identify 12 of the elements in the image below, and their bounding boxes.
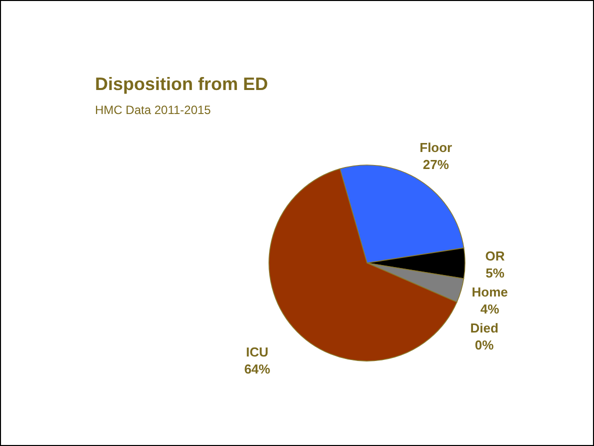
text: 0% — [474, 337, 494, 352]
chart-title: Disposition from ED — [95, 74, 268, 94]
data-label: 5% — [486, 265, 505, 280]
slice-label: OR — [485, 248, 506, 264]
slice-label: Home — [472, 284, 508, 300]
data-label: 64% — [244, 361, 271, 376]
data-label: 27% — [422, 157, 450, 172]
slice-label: Floor — [420, 140, 452, 156]
slice-label: ICU — [246, 344, 268, 360]
data-label: 4% — [480, 301, 500, 316]
chart-subtitle: HMC Data 2011-2015 — [95, 103, 212, 117]
category-label: Died — [470, 320, 498, 336]
